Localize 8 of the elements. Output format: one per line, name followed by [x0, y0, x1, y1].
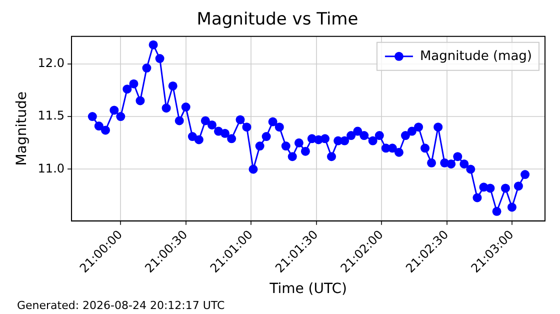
chart-title: Magnitude vs Time	[196, 10, 358, 30]
y-tick-label: 12.0	[38, 56, 65, 70]
y-tick-label: 11.0	[38, 161, 65, 176]
y-axis-title: Magnitude	[14, 92, 30, 166]
legend-label: Magnitude (mag)	[420, 48, 532, 64]
y-tick-label: 11.5	[38, 108, 65, 123]
text: Generated: 2026-08-24 20:12:17 UTC	[17, 299, 226, 312]
x-axis-title: Time (UTC)	[268, 281, 347, 298]
